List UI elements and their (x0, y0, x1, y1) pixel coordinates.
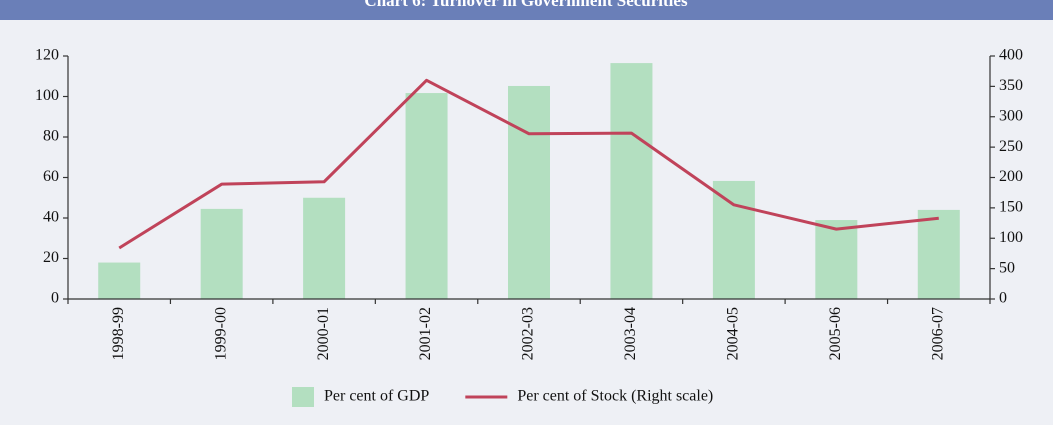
y-tick-label: 80 (43, 128, 59, 145)
x-tick-label: 2001-02 (417, 307, 434, 360)
y-tick-label: 20 (43, 249, 59, 266)
title-bar (0, 0, 1053, 20)
y-tick-label: 120 (35, 47, 59, 64)
x-tick-label: 1999-00 (212, 307, 229, 360)
x-tick-label: 2003-04 (622, 307, 639, 360)
y-tick-label: 60 (43, 168, 59, 185)
y-tick-label: 0 (51, 290, 59, 307)
bar (508, 85, 550, 299)
bar (405, 93, 448, 300)
y2-tick-label: 100 (999, 229, 1023, 246)
legend-swatch (292, 387, 314, 407)
bar (303, 197, 346, 299)
bar (98, 262, 141, 299)
y2-tick-label: 250 (999, 138, 1023, 155)
bar (815, 220, 858, 299)
y2-tick-label: 350 (999, 77, 1023, 94)
legend-label: Per cent of Stock (Right scale) (517, 388, 713, 405)
bar (917, 209, 960, 299)
x-tick-label: 2004-05 (725, 307, 742, 360)
y2-tick-label: 50 (999, 259, 1015, 276)
y2-tick-label: 300 (999, 107, 1023, 124)
y-tick-label: 40 (43, 209, 59, 226)
x-tick-label: 2002-03 (520, 307, 537, 360)
y2-tick-label: 400 (999, 47, 1023, 64)
y2-tick-label: 150 (999, 199, 1023, 216)
bar (200, 208, 243, 299)
y2-tick-label: 0 (999, 290, 1007, 307)
bar (712, 180, 755, 299)
x-tick-label: 1998-99 (110, 307, 127, 360)
line (118, 78, 939, 250)
bar (610, 63, 653, 300)
y-tick-label: 100 (35, 87, 59, 104)
chart-title: Chart 6: Turnover in Government Securiti… (364, 0, 688, 10)
x-tick-label: 2005-06 (827, 307, 844, 360)
legend-label: Per cent of GDP (324, 388, 429, 405)
x-tick-label: 2000-01 (315, 307, 332, 360)
x-tick-label: 2006-07 (929, 307, 946, 360)
y2-tick-label: 200 (999, 168, 1023, 185)
